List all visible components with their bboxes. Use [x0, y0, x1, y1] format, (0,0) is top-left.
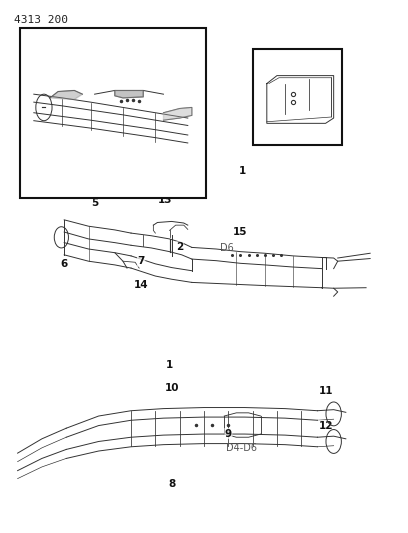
- Text: 10: 10: [164, 383, 179, 393]
- Text: 24: 24: [318, 58, 333, 67]
- Text: 5: 5: [91, 198, 98, 208]
- Text: 8: 8: [168, 479, 175, 489]
- Text: 29: 29: [148, 126, 162, 136]
- Text: 13: 13: [158, 195, 173, 205]
- Text: 14: 14: [134, 280, 149, 290]
- Bar: [253, 49, 342, 144]
- Text: 9: 9: [225, 429, 232, 439]
- Text: D6: D6: [220, 243, 234, 253]
- Text: 16: 16: [93, 63, 108, 72]
- Text: 17: 17: [57, 73, 71, 83]
- Text: 1: 1: [239, 166, 246, 176]
- Text: 6: 6: [60, 259, 68, 269]
- Text: 1: 1: [166, 360, 173, 369]
- Text: 6: 6: [44, 126, 52, 136]
- Text: 11: 11: [318, 386, 333, 396]
- Polygon shape: [115, 91, 143, 98]
- Text: 7: 7: [137, 256, 145, 266]
- Polygon shape: [164, 108, 192, 120]
- Text: 3: 3: [144, 52, 151, 62]
- Text: 15: 15: [233, 227, 248, 237]
- Polygon shape: [50, 91, 82, 100]
- Text: 2: 2: [176, 242, 183, 252]
- Bar: [20, 28, 206, 198]
- Text: D6: D6: [91, 181, 104, 191]
- Text: 4313 200: 4313 200: [13, 14, 68, 25]
- Text: 4: 4: [87, 88, 94, 99]
- Text: D4-D6: D4-D6: [226, 443, 257, 453]
- Text: 12: 12: [318, 421, 333, 431]
